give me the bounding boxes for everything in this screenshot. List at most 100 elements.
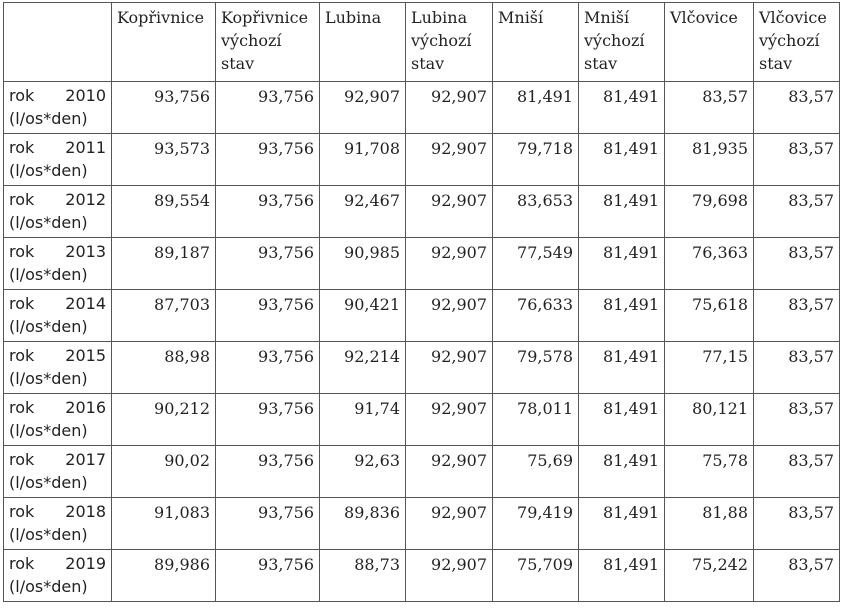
table-cell: 93,756	[215, 341, 320, 394]
table-cell: 81,491	[578, 341, 665, 394]
table-cell: 91,083	[111, 497, 216, 550]
table-cell: 93,573	[111, 133, 216, 186]
table-cell: 93,756	[215, 497, 320, 550]
table-cell: 93,756	[215, 445, 320, 498]
table-cell: 83,57	[753, 237, 840, 290]
table-cell: 88,98	[111, 341, 216, 394]
water-consumption-table: Kopřivnice Kopřivnice výchozí stav Lubina L…	[3, 2, 840, 602]
table-row: rok 2019 (l/os*den) 89,986 93,756 88,73 92,907…	[3, 549, 840, 602]
row-header: rok 2015 (l/os*den)	[3, 341, 112, 394]
header-row: Kopřivnice Kopřivnice výchozí stav Lubina L…	[3, 2, 840, 82]
table-body: rok 2010 (l/os*den) 93,756 93,756 92,907 92,90…	[3, 81, 840, 602]
table-cell: 79,419	[492, 497, 579, 550]
table-cell: 76,633	[492, 289, 579, 342]
table-cell: 81,491	[578, 289, 665, 342]
table-cell: 92,907	[405, 81, 493, 134]
table-cell: 83,57	[753, 393, 840, 446]
table-cell: 83,57	[753, 497, 840, 550]
column-header: Lubina	[319, 2, 406, 82]
column-header: Vlčovice výchozí stav	[753, 2, 840, 82]
table-cell: 91,708	[319, 133, 406, 186]
table-cell: 90,985	[319, 237, 406, 290]
row-header: rok 2016 (l/os*den)	[3, 393, 112, 446]
table-cell: 87,703	[111, 289, 216, 342]
table-cell: 89,554	[111, 185, 216, 238]
row-year: 2012	[65, 190, 106, 209]
row-year: 2013	[65, 242, 106, 261]
row-year: 2015	[65, 346, 106, 365]
row-header-year-line: rok 2018	[9, 500, 106, 523]
row-header-year-line: rok 2019	[9, 552, 106, 575]
row-header-year-line: rok 2012	[9, 188, 106, 211]
table-row: rok 2011 (l/os*den) 93,573 93,756 91,708 92,90…	[3, 133, 840, 186]
table-cell: 92,907	[405, 445, 493, 498]
row-prefix: rok	[9, 242, 35, 261]
table-cell: 92,907	[405, 133, 493, 186]
row-header-year-line: rok 2015	[9, 344, 106, 367]
row-prefix: rok	[9, 190, 35, 209]
table-row: rok 2017 (l/os*den) 90,02 93,756 92,63 92,907 7…	[3, 445, 840, 498]
row-unit: (l/os*den)	[9, 213, 88, 232]
row-year: 2016	[65, 398, 106, 417]
row-header: rok 2019 (l/os*den)	[3, 549, 112, 602]
row-unit: (l/os*den)	[9, 369, 88, 388]
table-cell: 75,618	[664, 289, 754, 342]
row-unit: (l/os*den)	[9, 525, 88, 544]
table-cell: 92,63	[319, 445, 406, 498]
table-cell: 81,491	[578, 237, 665, 290]
row-prefix: rok	[9, 86, 35, 105]
row-year: 2011	[65, 138, 106, 157]
row-unit: (l/os*den)	[9, 577, 88, 596]
table-cell: 92,907	[319, 81, 406, 134]
table-cell: 93,756	[215, 185, 320, 238]
table-cell: 92,214	[319, 341, 406, 394]
corner-cell	[3, 2, 112, 82]
table-cell: 83,57	[664, 81, 754, 134]
column-header: Mniší výchozí stav	[578, 2, 665, 82]
table-row: rok 2014 (l/os*den) 87,703 93,756 90,421 92,90…	[3, 289, 840, 342]
row-unit: (l/os*den)	[9, 109, 88, 128]
table-cell: 81,935	[664, 133, 754, 186]
row-header-year-line: rok 2016	[9, 396, 106, 419]
table-cell: 77,15	[664, 341, 754, 394]
table-cell: 91,74	[319, 393, 406, 446]
table-row: rok 2012 (l/os*den) 89,554 93,756 92,467 92,90…	[3, 185, 840, 238]
table-cell: 81,491	[578, 549, 665, 602]
table-cell: 93,756	[215, 81, 320, 134]
table-cell: 83,57	[753, 445, 840, 498]
table-cell: 76,363	[664, 237, 754, 290]
row-prefix: rok	[9, 554, 35, 573]
table-cell: 93,756	[215, 237, 320, 290]
table-cell: 93,756	[215, 289, 320, 342]
table-cell: 93,756	[215, 133, 320, 186]
table-cell: 90,421	[319, 289, 406, 342]
row-prefix: rok	[9, 398, 35, 417]
table-cell: 81,88	[664, 497, 754, 550]
table-cell: 79,718	[492, 133, 579, 186]
table-cell: 81,491	[578, 497, 665, 550]
row-unit: (l/os*den)	[9, 421, 88, 440]
row-header: rok 2014 (l/os*den)	[3, 289, 112, 342]
row-unit: (l/os*den)	[9, 473, 88, 492]
table-cell: 83,57	[753, 81, 840, 134]
table-cell: 81,491	[578, 185, 665, 238]
table-cell: 89,187	[111, 237, 216, 290]
table-cell: 75,69	[492, 445, 579, 498]
table-cell: 83,57	[753, 341, 840, 394]
row-header-year-line: rok 2013	[9, 240, 106, 263]
row-unit: (l/os*den)	[9, 265, 88, 284]
table-cell: 92,467	[319, 185, 406, 238]
row-prefix: rok	[9, 346, 35, 365]
row-header-year-line: rok 2017	[9, 448, 106, 471]
row-unit: (l/os*den)	[9, 161, 88, 180]
table-cell: 81,491	[578, 133, 665, 186]
table-cell: 81,491	[492, 81, 579, 134]
table-cell: 92,907	[405, 237, 493, 290]
column-header: Kopřivnice	[111, 2, 216, 82]
table-cell: 81,491	[578, 81, 665, 134]
row-prefix: rok	[9, 502, 35, 521]
table-cell: 90,02	[111, 445, 216, 498]
row-prefix: rok	[9, 294, 35, 313]
table-cell: 89,986	[111, 549, 216, 602]
table-cell: 92,907	[405, 341, 493, 394]
